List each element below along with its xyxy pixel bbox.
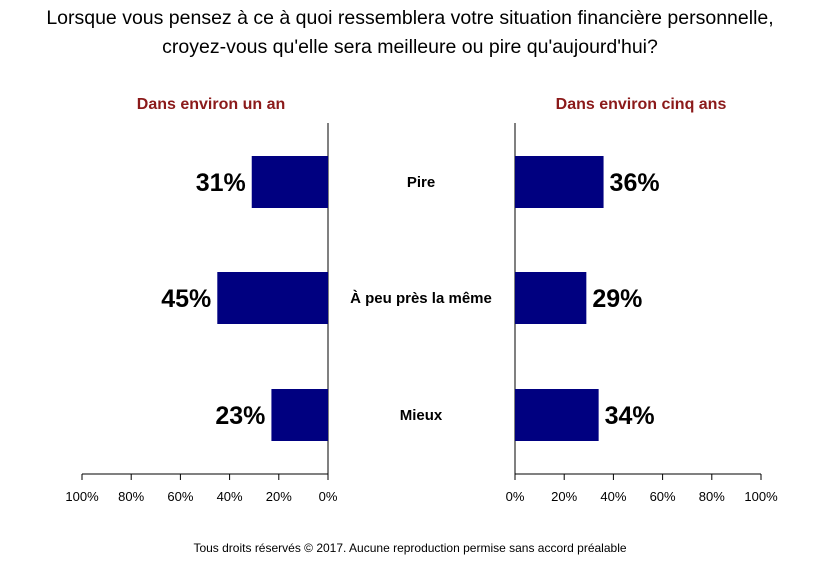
bar-year-5-0: [515, 156, 604, 208]
panel-title-year-5: Dans environ cinq ans: [556, 96, 727, 113]
x-tick-label-year-1-1: 80%: [118, 489, 144, 504]
category-label-1: À peu près la même: [350, 290, 492, 307]
x-tick-label-year-1-0: 100%: [65, 489, 99, 504]
x-tick-label-year-1-2: 60%: [167, 489, 193, 504]
x-tick-label-year-1-4: 20%: [266, 489, 292, 504]
category-label-0: Pire: [407, 174, 435, 191]
bar-year-5-2: [515, 389, 599, 441]
x-tick-label-year-5-5: 100%: [744, 489, 778, 504]
copyright-footer: Tous droits réservés © 2017. Aucune repr…: [193, 541, 627, 555]
category-label-2: Mieux: [400, 407, 443, 424]
data-label-year-1-1: 45%: [161, 285, 211, 313]
chart-title: Lorsque vous pensez à ce à quoi ressembl…: [0, 4, 820, 62]
panel-title-year-1: Dans environ un an: [137, 96, 285, 113]
data-label-year-5-1: 29%: [592, 285, 642, 313]
title-line-1: Lorsque vous pensez à ce à quoi ressembl…: [46, 7, 774, 29]
x-tick-label-year-5-3: 60%: [650, 489, 676, 504]
x-tick-label-year-1-5: 0%: [319, 489, 338, 504]
bar-year-1-0: [251, 156, 328, 208]
data-label-year-5-0: 36%: [610, 169, 660, 197]
data-label-year-1-0: 31%: [196, 169, 246, 197]
data-label-year-1-2: 23%: [215, 402, 265, 430]
x-tick-label-year-1-3: 40%: [217, 489, 243, 504]
data-label-year-5-2: 34%: [605, 402, 655, 430]
bar-year-5-1: [515, 272, 587, 324]
x-tick-label-year-5-4: 80%: [699, 489, 725, 504]
x-tick-label-year-5-1: 20%: [551, 489, 577, 504]
bar-year-1-2: [271, 389, 328, 441]
bar-year-1-1: [217, 272, 328, 324]
title-line-2: croyez-vous qu'elle sera meilleure ou pi…: [162, 36, 658, 58]
x-tick-label-year-5-0: 0%: [506, 489, 525, 504]
x-tick-label-year-5-2: 40%: [600, 489, 626, 504]
